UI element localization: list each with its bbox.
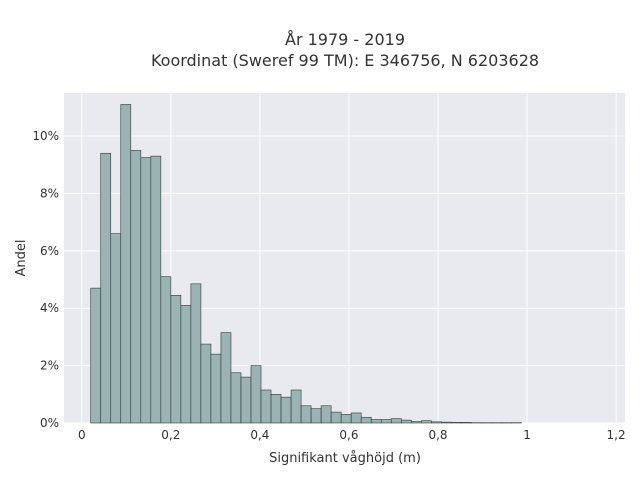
x-tick-label: 0,8 — [428, 428, 447, 442]
histogram-bar — [240, 376, 252, 424]
histogram-bar — [260, 389, 272, 424]
histogram-bars — [90, 104, 522, 424]
y-axis-title: Andel — [14, 240, 29, 277]
x-tick-label: 0,4 — [250, 428, 269, 442]
histogram-bar — [100, 152, 112, 424]
y-tick-label: 10% — [32, 129, 59, 143]
x-tick-label: 0,6 — [339, 428, 358, 442]
x-axis-ticks: 0 0,2 0,4 0,6 0,8 1 1,2 — [78, 428, 626, 442]
histogram-bar — [270, 394, 282, 424]
histogram-bar — [190, 283, 202, 424]
histogram-bar — [230, 372, 242, 424]
histogram-bar — [421, 420, 432, 424]
x-tick-label: 1 — [523, 428, 531, 442]
histogram-bar — [140, 157, 152, 424]
y-tick-label: 6% — [40, 244, 59, 258]
histogram-bar — [330, 411, 342, 424]
y-tick-label: 8% — [40, 186, 59, 200]
histogram-bar — [320, 405, 332, 424]
histogram-bar — [410, 421, 422, 424]
histogram-bar — [110, 233, 122, 424]
histogram-bar — [370, 419, 382, 424]
x-tick-label: 0,2 — [161, 428, 180, 442]
histogram-bar — [200, 343, 212, 424]
histogram-bar — [310, 408, 322, 424]
histogram-bar — [461, 422, 472, 424]
histogram-bar — [150, 155, 162, 424]
histogram-bar — [390, 418, 402, 424]
histogram-bar — [120, 104, 132, 424]
histogram-bar — [210, 353, 222, 424]
x-axis-title: Signifikant våghöjd (m) — [269, 451, 421, 466]
histogram-bar — [160, 276, 172, 424]
x-tick-label: 0 — [78, 428, 86, 442]
y-tick-label: 0% — [40, 416, 59, 430]
histogram-bar — [180, 305, 192, 424]
histogram-bar — [290, 389, 302, 424]
histogram-bar — [441, 421, 452, 424]
histogram-bar — [250, 365, 262, 424]
histogram-bar — [300, 405, 312, 424]
histogram-bar — [350, 412, 362, 424]
y-axis-ticks: 0% 2% 4% 6% 8% 10% — [32, 129, 59, 430]
y-tick-label: 2% — [40, 359, 59, 373]
histogram-bar — [280, 396, 292, 424]
chart-title-line-1: År 1979 - 2019 — [285, 30, 405, 49]
histogram-bar — [340, 414, 352, 424]
chart-title-line-2: Koordinat (Sweref 99 TM): E 346756, N 62… — [151, 51, 539, 70]
histogram-bar — [170, 295, 182, 424]
histogram-bar — [431, 421, 442, 424]
histogram-bar — [220, 332, 232, 424]
histogram-bar — [451, 422, 462, 424]
histogram-bar — [130, 150, 142, 424]
y-tick-label: 4% — [40, 301, 59, 315]
histogram-bar — [360, 416, 372, 424]
histogram-bar — [380, 419, 392, 424]
x-tick-label: 1,2 — [607, 428, 626, 442]
histogram-bar — [400, 419, 412, 424]
histogram-bar — [90, 287, 102, 424]
